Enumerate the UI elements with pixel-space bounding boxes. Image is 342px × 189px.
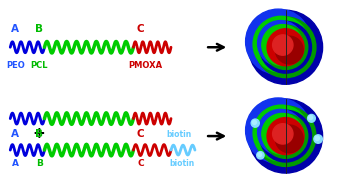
- Text: C: C: [136, 129, 144, 139]
- Text: B: B: [35, 129, 43, 139]
- Circle shape: [314, 135, 323, 143]
- Text: A: A: [12, 159, 19, 168]
- Circle shape: [246, 98, 311, 163]
- Circle shape: [258, 109, 303, 155]
- Circle shape: [253, 105, 309, 161]
- Circle shape: [252, 120, 256, 124]
- Circle shape: [255, 17, 316, 78]
- Text: biotin: biotin: [169, 159, 195, 168]
- Circle shape: [267, 118, 304, 155]
- Text: C: C: [136, 24, 144, 34]
- Circle shape: [273, 124, 293, 144]
- Circle shape: [273, 35, 293, 55]
- Circle shape: [275, 125, 303, 153]
- Circle shape: [262, 113, 303, 154]
- Circle shape: [258, 153, 262, 156]
- Text: A: A: [11, 24, 19, 34]
- Text: B: B: [36, 159, 43, 168]
- Text: B: B: [35, 24, 43, 34]
- Circle shape: [263, 114, 308, 158]
- Text: PCL: PCL: [31, 61, 48, 70]
- Circle shape: [260, 21, 312, 73]
- Circle shape: [251, 119, 259, 127]
- Circle shape: [275, 36, 303, 64]
- Text: +: +: [32, 125, 45, 141]
- Circle shape: [263, 25, 308, 69]
- Text: PEO: PEO: [6, 61, 25, 70]
- Circle shape: [255, 106, 316, 167]
- Text: PMOXA: PMOXA: [128, 61, 162, 70]
- Circle shape: [246, 9, 311, 74]
- Circle shape: [249, 10, 323, 84]
- Circle shape: [260, 110, 312, 162]
- Circle shape: [307, 114, 315, 122]
- Text: biotin: biotin: [166, 130, 192, 139]
- Circle shape: [257, 152, 264, 159]
- Circle shape: [249, 99, 323, 173]
- Circle shape: [315, 136, 319, 140]
- Circle shape: [309, 116, 313, 119]
- Text: C: C: [137, 159, 144, 168]
- Circle shape: [253, 16, 309, 72]
- Circle shape: [258, 21, 303, 66]
- Circle shape: [267, 29, 304, 66]
- Circle shape: [262, 25, 303, 65]
- Text: A: A: [11, 129, 19, 139]
